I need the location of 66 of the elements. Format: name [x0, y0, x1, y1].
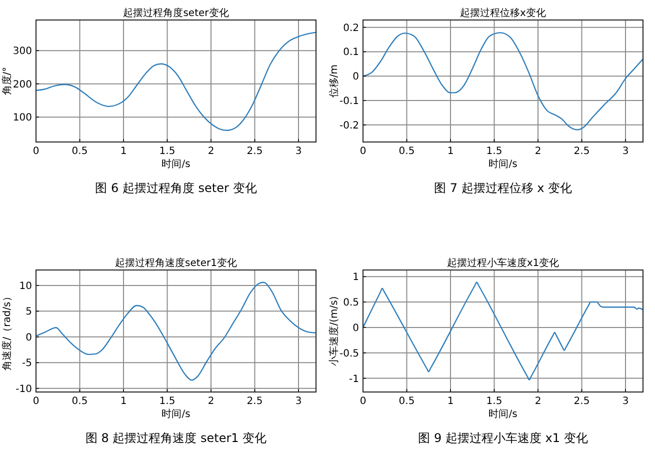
- y-tick-label: -10: [16, 384, 32, 395]
- y-tick-label: 5: [26, 306, 32, 318]
- x-tick-label: 2: [534, 396, 542, 407]
- y-tick-label: 0.2: [343, 22, 359, 34]
- x-axis-title: 时间/s: [488, 158, 518, 170]
- x-tick-label: 0: [32, 396, 40, 407]
- y-tick-label: -5: [22, 358, 32, 370]
- x-axis-title: 时间/s: [488, 408, 518, 420]
- x-tick-label: 0: [360, 396, 366, 407]
- x-tick-label: 2.5: [574, 396, 590, 407]
- x-tick-label: 1: [120, 396, 127, 407]
- x-tick-label: 0: [32, 146, 40, 157]
- x-tick-label: 3: [622, 146, 629, 157]
- x-tick-label: 2: [208, 396, 214, 407]
- y-tick-label: -0.1: [339, 96, 359, 108]
- y-tick-label: -0.2: [339, 120, 359, 132]
- y-tick-label: 100: [12, 112, 32, 124]
- chart-title: 起摆过程位移x变化: [460, 7, 546, 19]
- x-tick-label: 1.5: [486, 146, 502, 157]
- y-tick-label: -0.5: [339, 348, 359, 360]
- y-tick-label: 1: [352, 272, 359, 284]
- y-axis-title: 位移/m: [328, 64, 340, 98]
- x-tick-label: 3: [295, 396, 302, 407]
- caption: 图 9 起摆过程小车速度 x1 变化: [418, 431, 588, 445]
- y-tick-label: 0: [352, 72, 359, 83]
- y-tick-label: 0.1: [343, 47, 359, 58]
- y-tick-label: 0: [26, 332, 32, 344]
- y-tick-label: 10: [19, 280, 32, 292]
- chart-title: 起摆过程角度seter变化: [123, 7, 229, 19]
- x-tick-label: 2.5: [574, 146, 590, 157]
- x-tick-label: 1: [447, 396, 454, 407]
- x-tick-label: 2: [208, 146, 214, 157]
- x-tick-label: 0.5: [398, 396, 415, 407]
- x-axis-title: 时间/s: [162, 158, 190, 170]
- y-tick-label: -1: [349, 374, 359, 385]
- y-axis-title: 角度/°: [1, 66, 13, 96]
- x-tick-label: 2: [534, 146, 542, 157]
- x-tick-label: 1.5: [486, 396, 502, 407]
- caption: 图 6 起摆过程角度 seter 变化: [95, 181, 257, 195]
- chart-title: 起摆过程小车速度x1变化: [446, 257, 560, 269]
- x-tick-label: 2.5: [246, 146, 263, 157]
- x-tick-label: 2.5: [246, 396, 263, 407]
- x-tick-label: 1: [447, 146, 454, 157]
- line-series: [35, 32, 317, 131]
- y-tick-label: 0.5: [343, 298, 359, 309]
- x-tick-label: 0.5: [72, 146, 88, 157]
- x-tick-label: 3: [622, 396, 629, 407]
- y-tick-label: 200: [12, 79, 32, 90]
- caption: 图 7 起摆过程位移 x 变化: [434, 181, 572, 195]
- caption: 图 8 起摆过程角速度 seter1 变化: [85, 431, 267, 445]
- x-tick-label: 1: [120, 146, 127, 157]
- x-tick-label: 0.5: [398, 146, 415, 157]
- x-tick-label: 3: [295, 146, 302, 157]
- x-tick-label: 1.5: [159, 146, 176, 157]
- line-series: [35, 282, 317, 381]
- x-tick-label: 0.5: [72, 396, 88, 407]
- x-tick-label: 0: [360, 146, 366, 157]
- x-tick-label: 1.5: [159, 396, 176, 407]
- y-axis-title: 小车速度/(m/s): [328, 296, 340, 366]
- y-tick-label: 300: [12, 46, 32, 58]
- line-series: [362, 282, 644, 380]
- x-axis-title: 时间/s: [162, 408, 190, 420]
- y-tick-label: 0: [352, 322, 359, 334]
- line-series: [362, 32, 644, 130]
- y-axis-title: 角速度/（rad/s）: [1, 292, 13, 370]
- chart-title: 起摆过程角速度seter1变化: [115, 257, 237, 269]
